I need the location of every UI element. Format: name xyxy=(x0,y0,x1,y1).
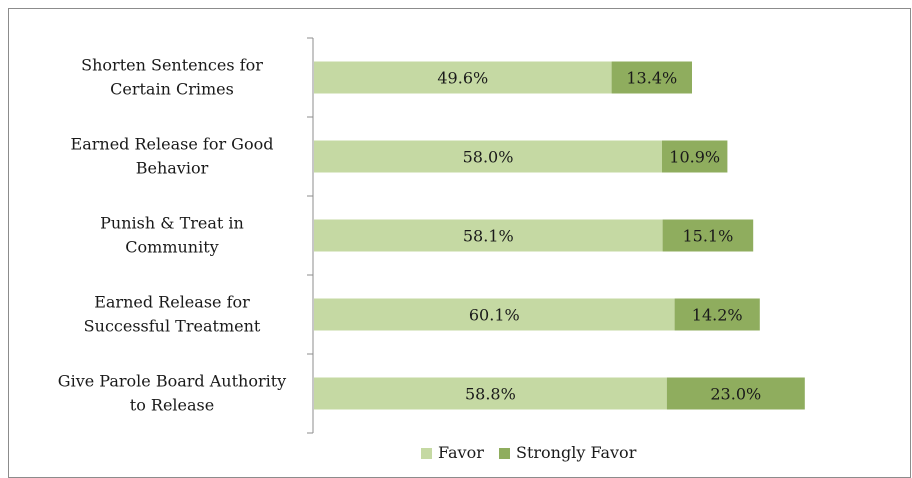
bar-strongly-favor xyxy=(662,219,754,252)
category-label: Earned Release for Successful Treatment xyxy=(84,293,261,336)
bar-favor xyxy=(314,61,612,94)
legend-swatch xyxy=(421,448,432,459)
data-label: 58.1% xyxy=(463,227,514,246)
category-label: Punish & Treat in Community xyxy=(100,214,244,257)
data-label: 58.0% xyxy=(463,148,514,167)
bar-favor xyxy=(314,377,667,410)
bar-favor xyxy=(314,219,663,252)
bar-strongly-favor xyxy=(674,298,760,331)
legend-label: Strongly Favor xyxy=(516,443,637,462)
legend-swatch xyxy=(499,448,510,459)
data-label: 14.2% xyxy=(692,306,743,325)
category-label: Give Parole Board Authority to Release xyxy=(58,372,286,415)
stacked-bar-chart: Shorten Sentences for Certain Crimes 49.6%… xyxy=(58,37,805,462)
data-label: 15.1% xyxy=(682,227,733,246)
data-label: 13.4% xyxy=(626,69,677,88)
data-label: 23.0% xyxy=(710,385,761,404)
category-label: Shorten Sentences for Certain Crimes xyxy=(81,56,263,99)
data-label: 60.1% xyxy=(469,306,520,325)
bar-strongly-favor xyxy=(662,140,728,173)
bar-strongly-favor xyxy=(611,61,692,94)
bar-strongly-favor xyxy=(666,377,805,410)
bar-favor xyxy=(314,298,675,331)
bar-favor xyxy=(314,140,662,173)
data-label: 58.8% xyxy=(465,385,516,404)
category-label: Earned Release for Good Behavior xyxy=(71,135,274,178)
data-label: 10.9% xyxy=(669,148,720,167)
data-label: 49.6% xyxy=(437,69,488,88)
legend-label: Favor xyxy=(438,443,484,462)
